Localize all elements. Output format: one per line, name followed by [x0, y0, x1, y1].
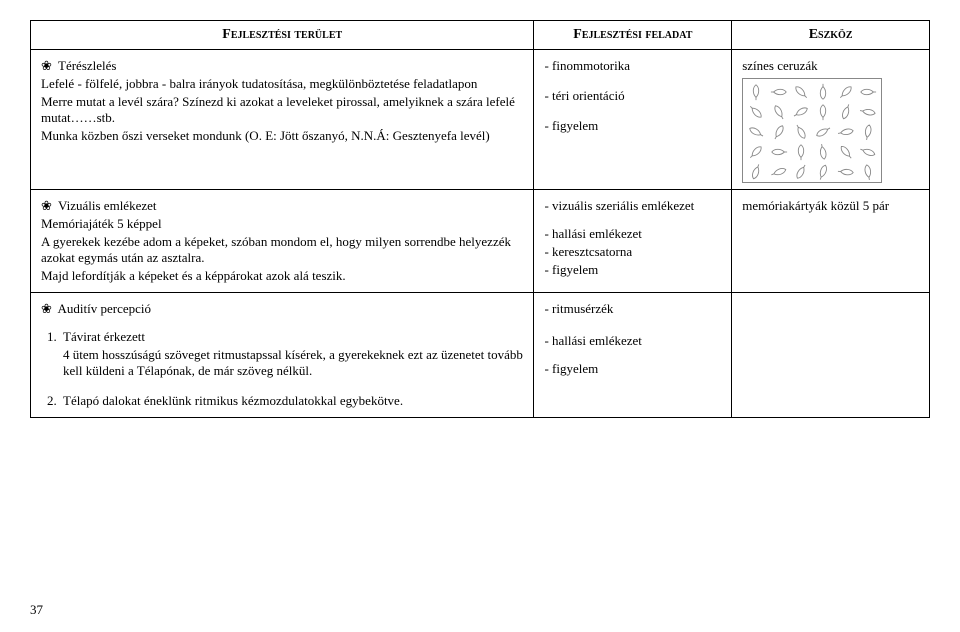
- row2-task1: - vizuális szeriális emlékezet: [544, 198, 721, 214]
- row2-task4: - figyelem: [544, 262, 721, 278]
- row3-n2-body: Télapó dalokat éneklünk ritmikus kézmozd…: [63, 393, 403, 408]
- leaf-icon: [814, 123, 832, 141]
- leaf-icon: [747, 83, 765, 101]
- row2-tool: memóriakártyák közül 5 pár: [742, 198, 919, 214]
- leaf-icon: [837, 83, 855, 101]
- header-area: Fejlesztési terület: [31, 21, 534, 50]
- leaf-icon: [792, 103, 810, 121]
- tool-cell-3: [732, 293, 930, 418]
- leaf-icon: [859, 123, 877, 141]
- row3-n1-title: Távirat érkezett: [63, 329, 145, 344]
- task-cell-2: - vizuális szeriális emlékezet - hallási…: [534, 190, 732, 293]
- row3-task1: - ritmusérzék: [544, 301, 721, 317]
- header-row: Fejlesztési terület Fejlesztési feladat …: [31, 21, 930, 50]
- leaf-icon: [859, 143, 877, 161]
- leaf-icon: [837, 103, 855, 121]
- leaf-icon: [747, 143, 765, 161]
- row3-n1: 1. Távirat érkezett: [63, 329, 523, 345]
- leaf-icon: [770, 103, 788, 121]
- leaf-icon: [814, 163, 832, 181]
- row2-p1: Memóriajáték 5 képpel: [41, 216, 523, 232]
- lesson-table: Fejlesztési terület Fejlesztési feladat …: [30, 20, 930, 418]
- row3-title: Auditív percepció: [58, 301, 152, 316]
- table-row: ❀ Térészlelés Lefelé - fölfelé, jobbra -…: [31, 50, 930, 190]
- row3-n2: 2. Télapó dalokat éneklünk ritmikus kézm…: [63, 393, 523, 409]
- leaf-icon: [770, 143, 788, 161]
- flower-icon: ❀: [41, 198, 55, 214]
- area-cell-2: ❀ Vizuális emlékezet Memóriajáték 5 képp…: [31, 190, 534, 293]
- leaf-icon: [747, 123, 765, 141]
- leaf-icon: [770, 83, 788, 101]
- tool-cell-2: memóriakártyák közül 5 pár: [732, 190, 930, 293]
- page-number: 37: [30, 602, 43, 618]
- row3-n1-body: 4 ütem hosszúságú szöveget ritmustapssal…: [63, 347, 523, 379]
- leaf-icon: [792, 163, 810, 181]
- row1-p2: Merre mutat a levél szára? Színezd ki az…: [41, 94, 523, 126]
- row1-p1: Lefelé - fölfelé, jobbra - balra irányok…: [41, 76, 523, 92]
- header-task: Fejlesztési feladat: [534, 21, 732, 50]
- leaf-row: [747, 103, 877, 121]
- leaf-grid-box: [742, 78, 882, 183]
- area-cell-1: ❀ Térészlelés Lefelé - fölfelé, jobbra -…: [31, 50, 534, 190]
- leaf-row: [747, 163, 877, 181]
- leaf-row: [747, 143, 877, 161]
- row2-task2: - hallási emlékezet: [544, 226, 721, 242]
- row2-task3: - keresztcsatorna: [544, 244, 721, 260]
- table-row: ❀ Auditív percepció 1. Távirat érkezett …: [31, 293, 930, 418]
- tool-cell-1: színes ceruzák: [732, 50, 930, 190]
- leaf-icon: [859, 163, 877, 181]
- leaf-icon: [814, 83, 832, 101]
- leaf-row: [747, 83, 877, 101]
- row1-task3: - figyelem: [544, 118, 721, 134]
- leaf-icon: [859, 103, 877, 121]
- leaf-icon: [770, 123, 788, 141]
- leaf-icon: [837, 163, 855, 181]
- row1-task2: - téri orientáció: [544, 88, 721, 104]
- leaf-icon: [814, 143, 832, 161]
- leaf-icon: [792, 83, 810, 101]
- row1-tool: színes ceruzák: [742, 58, 919, 74]
- flower-icon: ❀: [41, 58, 55, 74]
- row3-task2: - hallási emlékezet: [544, 333, 721, 349]
- row1-task1: - finommotorika: [544, 58, 721, 74]
- leaf-icon: [747, 103, 765, 121]
- area-cell-3: ❀ Auditív percepció 1. Távirat érkezett …: [31, 293, 534, 418]
- leaf-icon: [814, 103, 832, 121]
- leaf-icon: [747, 163, 765, 181]
- row3-n1-label: 1.: [47, 329, 57, 344]
- flower-icon: ❀: [41, 301, 55, 317]
- table-row: ❀ Vizuális emlékezet Memóriajáték 5 képp…: [31, 190, 930, 293]
- leaf-icon: [792, 143, 810, 161]
- leaf-row: [747, 123, 877, 141]
- leaf-icon: [859, 83, 877, 101]
- header-tool: Eszköz: [732, 21, 930, 50]
- row2-p3: Majd lefordítják a képeket és a képpárok…: [41, 268, 523, 284]
- leaf-icon: [792, 123, 810, 141]
- task-cell-3: - ritmusérzék - hallási emlékezet - figy…: [534, 293, 732, 418]
- leaf-icon: [837, 123, 855, 141]
- row3-task3: - figyelem: [544, 361, 721, 377]
- row3-n2-label: 2.: [47, 393, 57, 408]
- leaf-icon: [770, 163, 788, 181]
- leaf-icon: [837, 143, 855, 161]
- task-cell-1: - finommotorika - téri orientáció - figy…: [534, 50, 732, 190]
- row1-title: Térészlelés: [58, 58, 116, 73]
- row2-title: Vizuális emlékezet: [58, 198, 156, 213]
- row2-p2: A gyerekek kezébe adom a képeket, szóban…: [41, 234, 523, 266]
- row1-p3: Munka közben őszi verseket mondunk (O. E…: [41, 128, 523, 144]
